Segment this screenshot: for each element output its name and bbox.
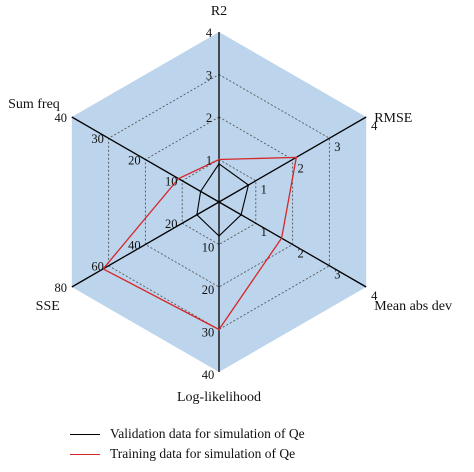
series-1-point-1 — [295, 156, 298, 159]
legend-label-validation: Validation data for simulation of Qe — [110, 426, 305, 441]
tick-label-axis-5-1: 20 — [128, 153, 141, 167]
axis-line-5 — [71, 116, 220, 203]
tick-label-axis-1-1: 2 — [297, 161, 303, 175]
tick-label-axis-0-0: 1 — [206, 153, 212, 167]
tick-label-axis-4-3: 80 — [55, 281, 68, 295]
legend: Validation data for simulation of Qe Tra… — [70, 424, 305, 464]
axis-label-4: SSE — [36, 299, 60, 314]
tick-label-axis-4-1: 40 — [128, 238, 141, 252]
axis-line-1 — [218, 116, 367, 203]
series-1-point-2 — [280, 237, 283, 239]
legend-swatch-training — [70, 453, 100, 455]
axis-label-0: R2 — [211, 4, 227, 19]
legend-item-validation: Validation data for simulation of Qe — [70, 424, 305, 444]
tick-label-axis-3-3: 40 — [202, 368, 215, 382]
series-0-point-3 — [218, 235, 220, 237]
tick-label-axis-4-0: 20 — [165, 217, 178, 231]
axis-label-3: Log-likelihood — [177, 390, 261, 405]
axis-line-2 — [218, 201, 367, 288]
tick-label-axis-3-0: 10 — [202, 240, 215, 254]
tick-label-axis-1-0: 1 — [261, 183, 267, 197]
tick-label-axis-0-1: 2 — [206, 111, 212, 125]
tick-label-axis-0-3: 4 — [206, 26, 213, 40]
tick-label-axis-5-3: 40 — [55, 111, 68, 125]
tick-label-axis-0-2: 3 — [206, 68, 212, 82]
tick-label-axis-2-1: 2 — [297, 246, 303, 260]
tick-label-axis-5-2: 30 — [91, 132, 104, 146]
tick-label-axis-3-1: 20 — [202, 283, 215, 297]
series-1-point-5 — [177, 177, 180, 180]
axis-label-5: Sum freq — [8, 97, 60, 112]
tick-label-axis-2-2: 3 — [334, 268, 340, 282]
legend-item-training: Training data for simulation of Qe — [70, 444, 305, 464]
axis-label-2: Mean abs dev — [374, 299, 452, 314]
series-1-point-0 — [218, 158, 220, 161]
tick-label-axis-1-3: 4 — [371, 119, 378, 133]
legend-label-training: Training data for simulation of Qe — [110, 446, 296, 461]
tick-label-axis-2-0: 1 — [261, 225, 267, 239]
axis-line-4 — [71, 201, 220, 288]
series-0-point-1 — [247, 184, 250, 186]
series-1-point-3 — [218, 328, 220, 331]
legend-swatch-validation — [70, 433, 100, 435]
axis-label-1: RMSE — [374, 111, 412, 126]
tick-label-axis-5-0: 10 — [165, 175, 178, 189]
series-0-point-5 — [199, 190, 202, 193]
tick-label-axis-1-2: 3 — [334, 140, 340, 154]
tick-label-axis-3-2: 30 — [202, 325, 215, 339]
tick-label-axis-4-2: 60 — [91, 260, 104, 274]
series-0-point-0 — [218, 163, 220, 165]
series-0-point-4 — [196, 214, 198, 216]
series-1-point-4 — [102, 268, 104, 270]
series-0-point-2 — [240, 214, 242, 216]
tick-label-axis-2-3: 4 — [371, 289, 378, 303]
